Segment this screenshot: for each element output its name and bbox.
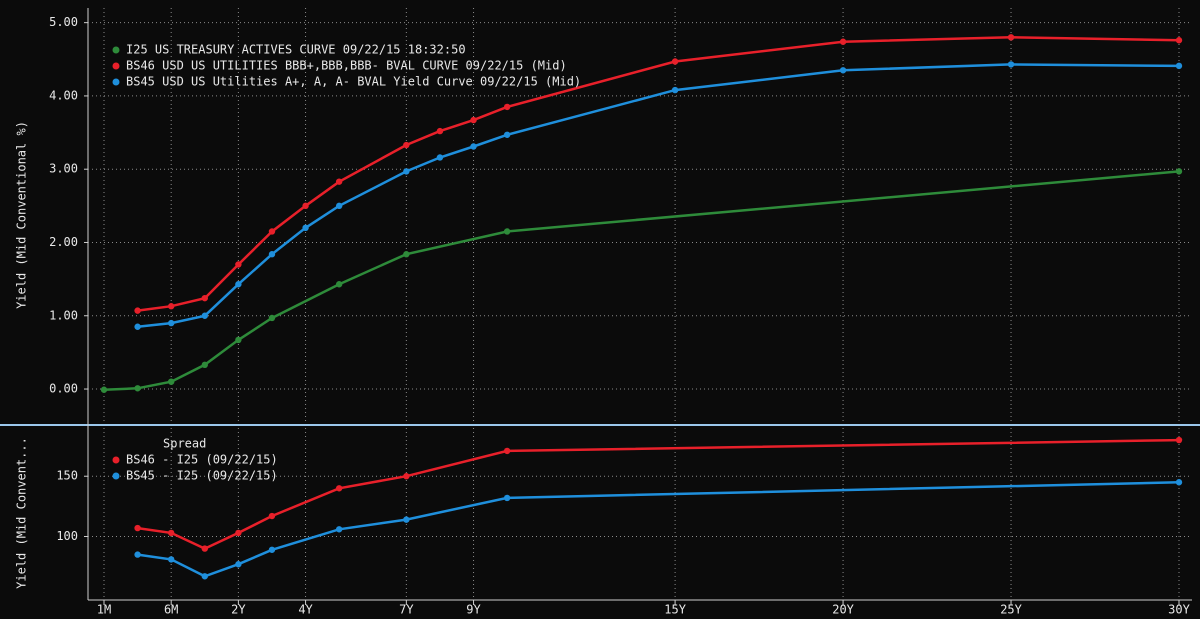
legend-marker	[112, 62, 120, 70]
legend-label: BS46 - I25 (09/22/15)	[126, 453, 278, 467]
x-tick-label: 20Y	[832, 603, 854, 617]
y-tick-label: 0.00	[49, 382, 78, 396]
data-point	[302, 224, 309, 232]
data-point	[235, 529, 242, 537]
y-tick-label: 100	[56, 529, 78, 543]
y-axis-label: Yield (Mid Conventional %)	[15, 121, 29, 309]
y-tick-label: 4.00	[49, 88, 78, 102]
data-point	[134, 524, 141, 532]
data-point	[503, 494, 511, 502]
legend-title: Spread	[163, 437, 206, 451]
data-point	[403, 141, 410, 149]
legend-marker	[112, 78, 120, 86]
data-point	[335, 485, 343, 492]
legend-label: BS46 USD US UTILITIES BBB+,BBB,BBB- BVAL…	[126, 59, 567, 73]
data-point	[201, 573, 208, 580]
data-point	[235, 561, 242, 568]
y-tick-label: 3.00	[49, 162, 78, 176]
series-line	[103, 170, 1180, 392]
data-point	[268, 546, 276, 553]
data-point	[268, 314, 276, 322]
legend-label: BS45 - I25 (09/22/15)	[126, 469, 278, 483]
legend-marker	[112, 46, 120, 54]
data-point	[335, 281, 343, 288]
x-tick-label: 1M	[97, 603, 111, 617]
data-point	[302, 202, 309, 210]
data-point	[134, 551, 141, 558]
x-tick-label: 9Y	[466, 603, 481, 617]
data-point	[201, 312, 208, 319]
data-point	[134, 323, 141, 330]
data-point	[470, 143, 477, 150]
data-point	[1175, 62, 1183, 70]
data-point	[167, 378, 175, 385]
x-tick-label: 2Y	[231, 603, 246, 617]
data-point	[403, 251, 410, 258]
legend-marker	[112, 472, 120, 480]
x-tick-label: 30Y	[1168, 603, 1190, 617]
data-point	[201, 361, 208, 369]
data-point	[1007, 34, 1015, 41]
data-point	[335, 526, 343, 533]
data-point	[167, 319, 175, 327]
y-axis-label: Yield (Mid Convent...	[15, 437, 29, 589]
data-point	[335, 202, 343, 210]
data-point	[335, 178, 343, 185]
data-point	[839, 38, 847, 45]
x-tick-label: 4Y	[298, 603, 313, 617]
x-tick-label: 25Y	[1000, 603, 1022, 617]
data-point	[235, 261, 242, 268]
data-point	[503, 131, 511, 138]
data-point	[134, 307, 141, 314]
data-point	[470, 116, 477, 124]
data-point	[403, 516, 410, 523]
data-point	[839, 67, 847, 74]
data-point	[201, 294, 208, 302]
data-point	[235, 336, 242, 344]
legend-label: BS45 USD US Utilities A+, A, A- BVAL Yie…	[126, 75, 581, 89]
y-tick-label: 150	[56, 469, 78, 483]
data-point	[201, 545, 208, 552]
data-point	[671, 86, 679, 94]
data-point	[100, 386, 108, 393]
data-point	[1007, 61, 1015, 68]
data-point	[1175, 479, 1183, 486]
y-tick-label: 5.00	[49, 15, 78, 29]
data-point	[268, 251, 276, 258]
data-point	[436, 127, 444, 135]
data-point	[403, 168, 410, 175]
data-point	[1175, 37, 1183, 44]
data-point	[503, 103, 511, 111]
data-point	[503, 447, 511, 455]
y-tick-label: 1.00	[49, 308, 78, 322]
x-tick-label: 7Y	[399, 603, 414, 617]
legend-label: I25 US TREASURY ACTIVES CURVE 09/22/15 1…	[126, 43, 466, 57]
data-point	[1175, 436, 1183, 444]
data-point	[235, 281, 242, 288]
data-point	[268, 512, 276, 520]
x-tick-label: 6M	[164, 603, 178, 617]
x-tick-label: 15Y	[664, 603, 686, 617]
data-point	[1175, 168, 1183, 175]
data-point	[436, 154, 444, 161]
data-point	[167, 303, 175, 310]
data-point	[268, 228, 276, 235]
data-point	[134, 385, 141, 392]
data-point	[403, 473, 410, 480]
data-point	[503, 228, 511, 235]
data-point	[167, 529, 175, 537]
data-point	[671, 58, 679, 65]
data-point	[167, 556, 175, 563]
legend-marker	[112, 456, 120, 464]
y-tick-label: 2.00	[49, 235, 78, 249]
